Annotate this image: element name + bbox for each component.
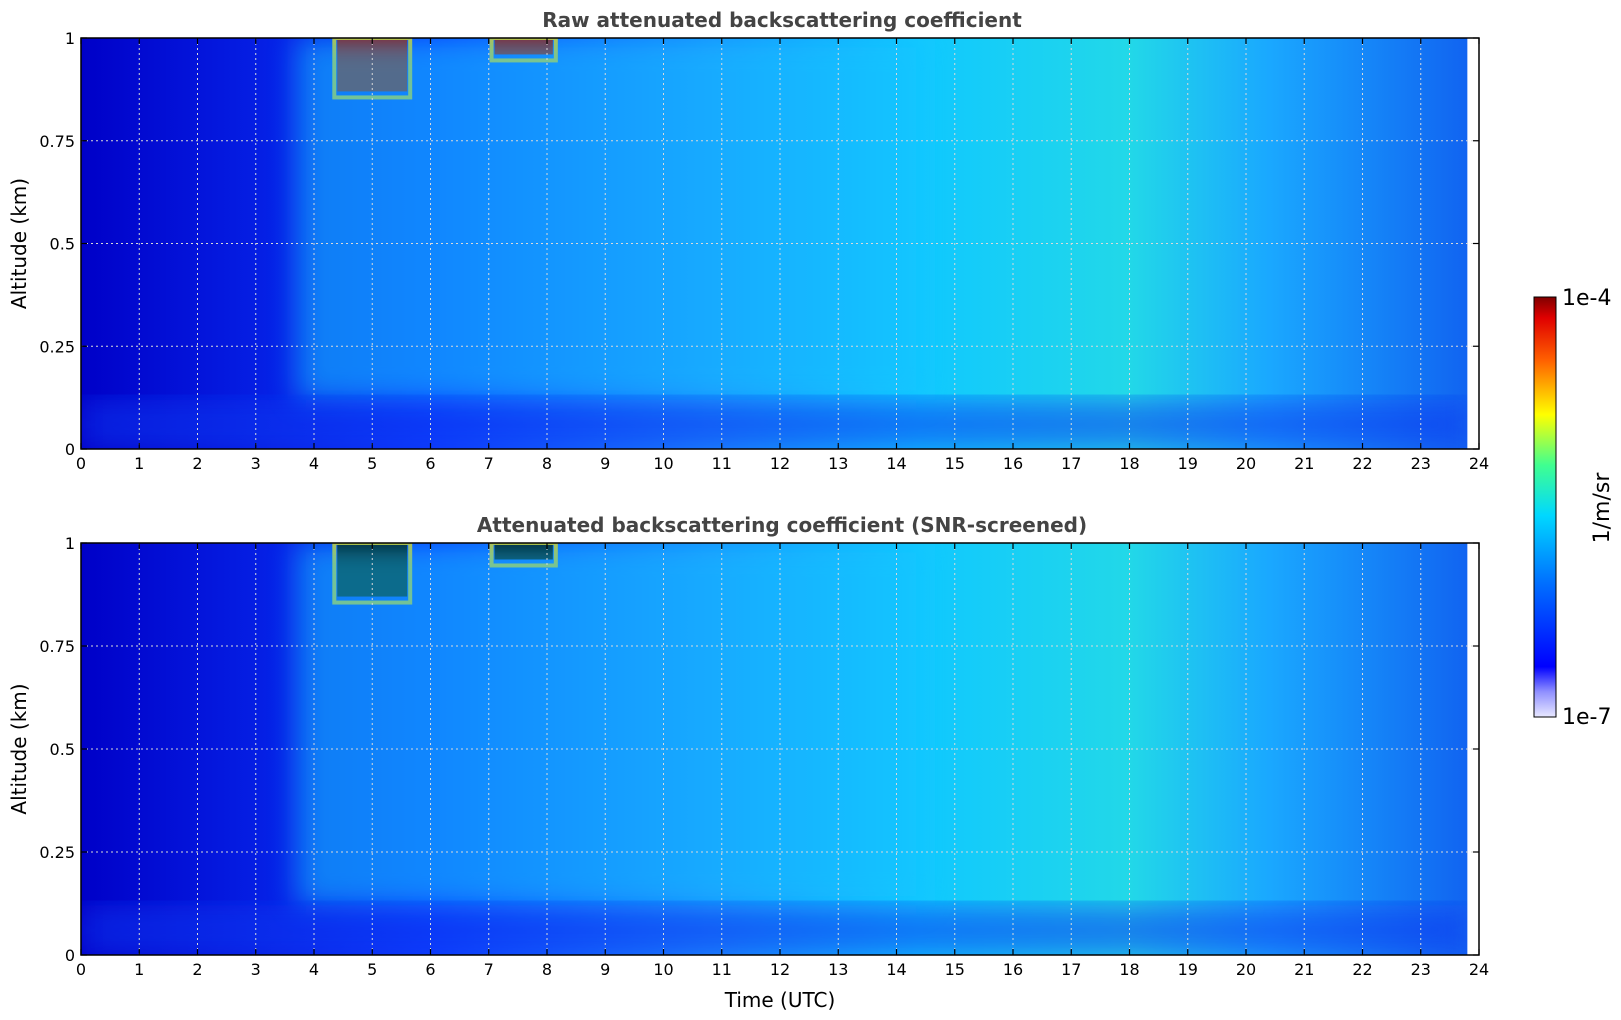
y-tick-label: 0.25	[39, 337, 75, 356]
colorbar-unit-label: 1/m/sr	[1590, 472, 1615, 544]
x-tick-label: 12	[770, 454, 790, 473]
x-tick-label: 9	[600, 960, 610, 979]
y-tick-label: 0	[65, 440, 75, 459]
x-tick-label: 3	[251, 960, 261, 979]
y-tick-label: 1	[65, 534, 75, 553]
x-tick-label: 4	[309, 960, 319, 979]
x-axis-label: Time (UTC)	[724, 988, 836, 1012]
y-tick-label: 0	[65, 946, 75, 965]
x-tick-label: 19	[1178, 454, 1198, 473]
x-tick-label: 5	[367, 960, 377, 979]
heatmap-feature-2	[296, 543, 926, 906]
x-tick-label: 21	[1294, 454, 1314, 473]
x-tick-label: 7	[484, 960, 494, 979]
colorbar-gradient	[1533, 296, 1557, 718]
x-tick-label: 7	[484, 454, 494, 473]
x-tick-label: 14	[886, 454, 906, 473]
x-tick-label: 20	[1236, 454, 1256, 473]
colorbar: 1e-4 1e-7 1/m/sr	[1533, 286, 1615, 730]
y-tick-label: 0.5	[50, 235, 75, 254]
x-tick-label: 18	[1119, 454, 1139, 473]
chart-title-raw: Raw attenuated backscattering coefficien…	[542, 8, 1022, 32]
x-tick-label: 14	[886, 960, 906, 979]
x-tick-label: 0	[76, 960, 86, 979]
y-axis-label: Altitude (km)	[7, 178, 31, 309]
x-tick-label: 2	[192, 960, 202, 979]
x-tick-label: 10	[653, 960, 673, 979]
x-tick-label: 20	[1236, 960, 1256, 979]
heatmap-panel-raw: 0 1 2 3 4 5 6 7 8 9 10 11 12 13 14 15 16 17 18 19 20 21 22 23 24…	[7, 29, 1489, 473]
x-tick-label: 8	[542, 960, 552, 979]
x-tick-label: 13	[828, 454, 848, 473]
x-tick-label: 9	[600, 454, 610, 473]
y-tick-label: 0.75	[39, 132, 75, 151]
x-tick-label: 0	[76, 454, 86, 473]
x-tick-label: 18	[1119, 960, 1139, 979]
x-tick-label: 6	[425, 454, 435, 473]
x-tick-label: 24	[1469, 454, 1489, 473]
heatmap-feature-3	[81, 399, 1468, 449]
x-tick-label: 24	[1469, 960, 1489, 979]
x-tick-label: 13	[828, 960, 848, 979]
colorbar-max-label: 1e-4	[1562, 286, 1611, 311]
x-tick-label: 11	[712, 454, 732, 473]
y-tick-label: 0.5	[50, 740, 75, 759]
heatmap-feature-3	[81, 905, 1468, 955]
heatmap-feature-2	[296, 38, 926, 400]
x-tick-label: 11	[712, 960, 732, 979]
x-tick-label: 23	[1411, 454, 1431, 473]
x-tick-label: 15	[945, 960, 965, 979]
x-tick-label: 3	[251, 454, 261, 473]
x-tick-label: 22	[1352, 960, 1372, 979]
x-tick-label: 17	[1061, 960, 1081, 979]
x-tick-label: 19	[1178, 960, 1198, 979]
x-tick-label: 8	[542, 454, 552, 473]
x-tick-label: 4	[309, 454, 319, 473]
x-tick-label: 17	[1061, 454, 1081, 473]
y-axis-label: Altitude (km)	[7, 683, 31, 814]
y-tick-label: 0.25	[39, 843, 75, 862]
x-tick-label: 15	[945, 454, 965, 473]
x-tick-label: 2	[192, 454, 202, 473]
x-tick-label: 21	[1294, 960, 1314, 979]
colorbar-min-label: 1e-7	[1562, 705, 1611, 730]
y-tick-label: 0.75	[39, 637, 75, 656]
x-tick-label: 1	[134, 454, 144, 473]
x-tick-label: 5	[367, 454, 377, 473]
x-tick-label: 1	[134, 960, 144, 979]
y-tick-label: 1	[65, 29, 75, 48]
x-tick-label: 6	[425, 960, 435, 979]
x-tick-label: 10	[653, 454, 673, 473]
heatmap-panel-screened: 0 1 2 3 4 5 6 7 8 9 10 11 12 13 14 15 16 17 18 19 20 21 22 23 24…	[7, 534, 1489, 1012]
x-tick-label: 22	[1352, 454, 1372, 473]
chart-title-screened: Attenuated backscattering coefficient (S…	[477, 513, 1087, 537]
x-tick-label: 16	[1003, 960, 1023, 979]
x-tick-label: 12	[770, 960, 790, 979]
x-tick-label: 23	[1411, 960, 1431, 979]
x-tick-label: 16	[1003, 454, 1023, 473]
